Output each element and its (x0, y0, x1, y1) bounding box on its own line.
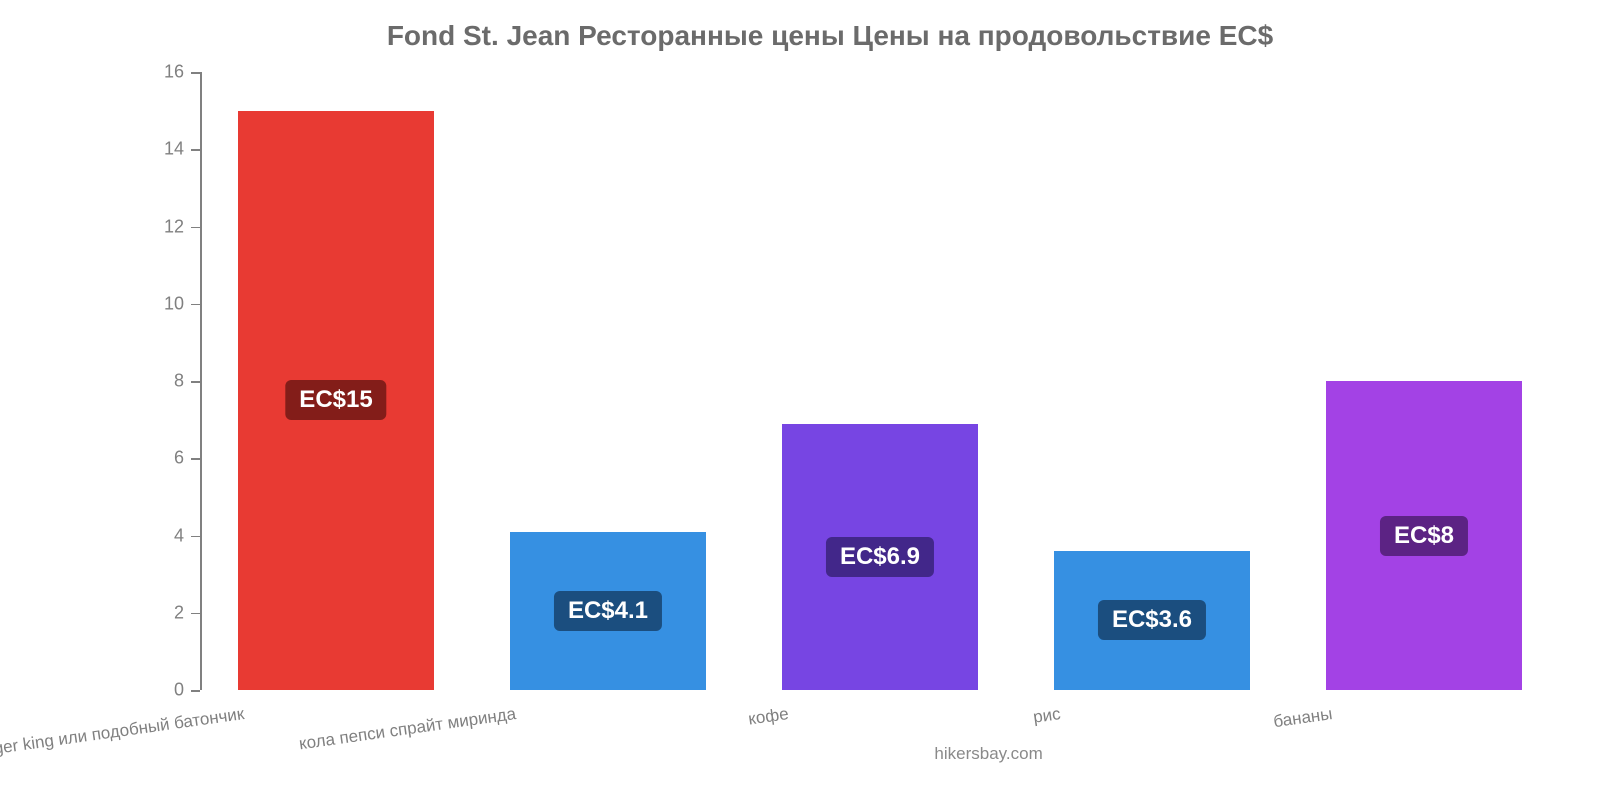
y-tick-label: 0 (174, 680, 184, 701)
y-tick-label: 16 (164, 62, 184, 83)
y-tick (191, 304, 200, 306)
price-bar-chart: Fond St. Jean Ресторанные цены Цены на п… (0, 0, 1600, 800)
plot-area: 0246810121416EC$15mac burger king или по… (200, 72, 1560, 690)
x-tick-label: кола пепси спрайт миринда (298, 704, 518, 754)
y-tick (191, 536, 200, 538)
x-tick-label: кофе (747, 704, 790, 729)
watermark: hikersbay.com (934, 744, 1042, 764)
bar-value-label: EC$4.1 (554, 591, 662, 631)
y-tick-label: 14 (164, 139, 184, 160)
x-tick-label: бананы (1272, 704, 1333, 732)
y-tick (191, 381, 200, 383)
bar-value-label: EC$8 (1380, 516, 1468, 556)
y-tick-label: 8 (174, 371, 184, 392)
y-tick-label: 10 (164, 293, 184, 314)
y-tick (191, 613, 200, 615)
y-tick (191, 149, 200, 151)
bar-value-label: EC$3.6 (1098, 600, 1206, 640)
y-tick (191, 227, 200, 229)
y-tick-label: 6 (174, 448, 184, 469)
y-tick-label: 2 (174, 602, 184, 623)
chart-title: Fond St. Jean Ресторанные цены Цены на п… (100, 20, 1560, 52)
y-tick-label: 12 (164, 216, 184, 237)
x-tick-label: mac burger king или подобный батончик (0, 704, 245, 768)
y-tick-label: 4 (174, 525, 184, 546)
x-tick-label: рис (1032, 704, 1062, 728)
y-tick (191, 72, 200, 74)
y-tick (191, 458, 200, 460)
bar-value-label: EC$6.9 (826, 537, 934, 577)
y-tick (191, 690, 200, 692)
bar-value-label: EC$15 (285, 380, 386, 420)
y-axis (200, 72, 202, 690)
